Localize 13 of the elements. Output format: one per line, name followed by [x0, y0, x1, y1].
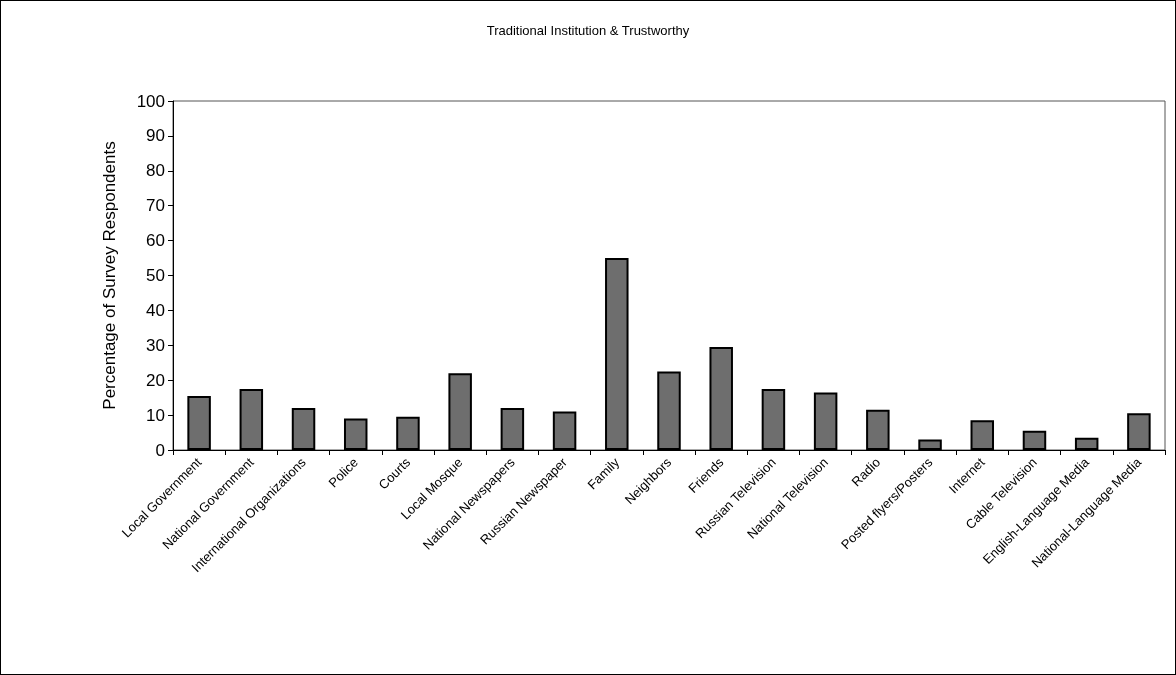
y-tick-label: 10 — [146, 405, 165, 425]
y-tick-label: 80 — [146, 161, 165, 181]
y-tick-label: 0 — [155, 440, 165, 460]
y-tick-label: 100 — [136, 91, 165, 111]
y-tick-label: 40 — [146, 300, 165, 320]
y-tick-label: 90 — [146, 126, 165, 146]
y-tick-label: 70 — [146, 196, 165, 216]
y-axis-title: Percentage of Survey Respondents — [100, 141, 119, 410]
chart-title: Traditional Institution & Trustworthy — [486, 23, 690, 38]
y-tick-label: 60 — [146, 231, 165, 251]
y-tick-label: 30 — [146, 335, 165, 355]
y-tick-label: 50 — [146, 266, 165, 285]
y-tick-label: 20 — [146, 370, 165, 390]
